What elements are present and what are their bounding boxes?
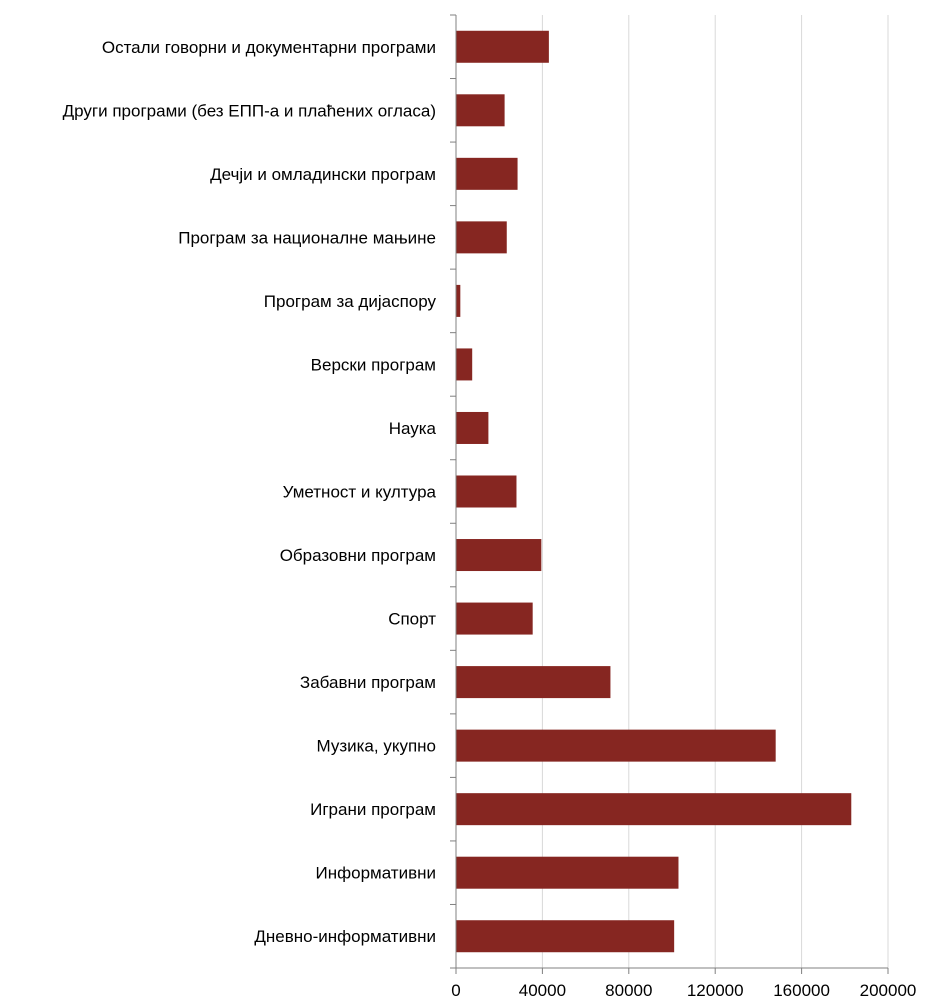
category-label-11: Музика, укупно	[316, 737, 436, 756]
x-tick-labels: 0 40000 80000 120000 160000 200000	[451, 981, 916, 1000]
bar-3	[456, 221, 507, 254]
category-label-7: Уметност и култура	[283, 483, 437, 502]
category-label-13: Информативни	[316, 864, 436, 883]
x-tick-label-5: 200000	[860, 981, 917, 1000]
bar-10	[456, 666, 611, 699]
x-tick-label-1: 40000	[519, 981, 566, 1000]
bar-14	[456, 920, 675, 953]
x-tick-label-2: 80000	[605, 981, 652, 1000]
category-label-5: Верски програм	[311, 355, 436, 374]
category-label-12: Играни програм	[310, 800, 436, 819]
bar-2	[456, 157, 518, 190]
bar-8	[456, 539, 542, 572]
bars	[456, 30, 852, 953]
bar-4	[456, 284, 461, 317]
category-label-2: Дечји и омладински програм	[210, 165, 436, 184]
bar-12	[456, 793, 852, 826]
axes	[450, 14, 889, 974]
category-label-0: Остали говорни и документарни програми	[102, 38, 436, 57]
category-label-3: Програм за националне мањине	[178, 228, 436, 247]
category-label-1: Други програми (без ЕПП-а и плаћених огл…	[63, 101, 436, 120]
bar-11	[456, 729, 776, 762]
category-label-8: Образовни програм	[280, 546, 436, 565]
bar-0	[456, 30, 549, 63]
bar-5	[456, 348, 473, 381]
bar-7	[456, 475, 517, 508]
category-labels: Остали говорни и документарни програми Др…	[63, 38, 437, 946]
bar-13	[456, 856, 679, 889]
x-tick-label-3: 120000	[687, 981, 744, 1000]
category-label-14: Дневно-информативни	[254, 927, 436, 946]
bar-1	[456, 94, 505, 127]
category-label-4: Програм за дијаспору	[264, 292, 437, 311]
bar-6	[456, 411, 489, 444]
x-tick-label-0: 0	[451, 981, 460, 1000]
category-label-10: Забавни програм	[300, 673, 436, 692]
x-tick-label-4: 160000	[773, 981, 830, 1000]
category-label-6: Наука	[389, 419, 437, 438]
category-label-9: Спорт	[388, 610, 436, 629]
bar-9	[456, 602, 533, 635]
